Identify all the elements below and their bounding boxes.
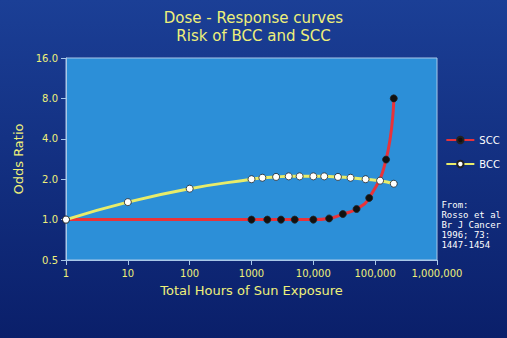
svg-text:1996; 73:: 1996; 73:: [441, 230, 490, 240]
svg-text:Total Hours of Sun Exposure: Total Hours of Sun Exposure: [159, 283, 342, 298]
svg-text:Risk of BCC and SCC: Risk of BCC and SCC: [176, 27, 330, 45]
svg-text:Rosso et al: Rosso et al: [441, 210, 501, 220]
svg-text:Odds Ratio: Odds Ratio: [11, 123, 26, 194]
svg-text:BCC: BCC: [479, 159, 500, 170]
svg-text:1000: 1000: [239, 268, 264, 279]
svg-text:Br J Cancer: Br J Cancer: [441, 220, 501, 230]
svg-text:1447-1454: 1447-1454: [441, 240, 490, 250]
svg-text:From:: From:: [441, 200, 468, 210]
svg-text:1.0: 1.0: [42, 214, 58, 225]
svg-text:Dose - Response curves: Dose - Response curves: [164, 9, 344, 27]
svg-text:SCC: SCC: [479, 135, 499, 146]
svg-text:1,000,000: 1,000,000: [412, 268, 463, 279]
svg-text:100: 100: [180, 268, 199, 279]
svg-text:16.0: 16.0: [36, 53, 58, 64]
svg-text:8.0: 8.0: [42, 93, 58, 104]
svg-text:0.5: 0.5: [42, 255, 58, 266]
svg-text:2.0: 2.0: [42, 174, 58, 185]
svg-text:10,000: 10,000: [296, 268, 331, 279]
svg-text:10: 10: [121, 268, 134, 279]
svg-text:1: 1: [63, 268, 69, 279]
svg-text:4.0: 4.0: [42, 133, 58, 144]
svg-text:100,000: 100,000: [354, 268, 395, 279]
